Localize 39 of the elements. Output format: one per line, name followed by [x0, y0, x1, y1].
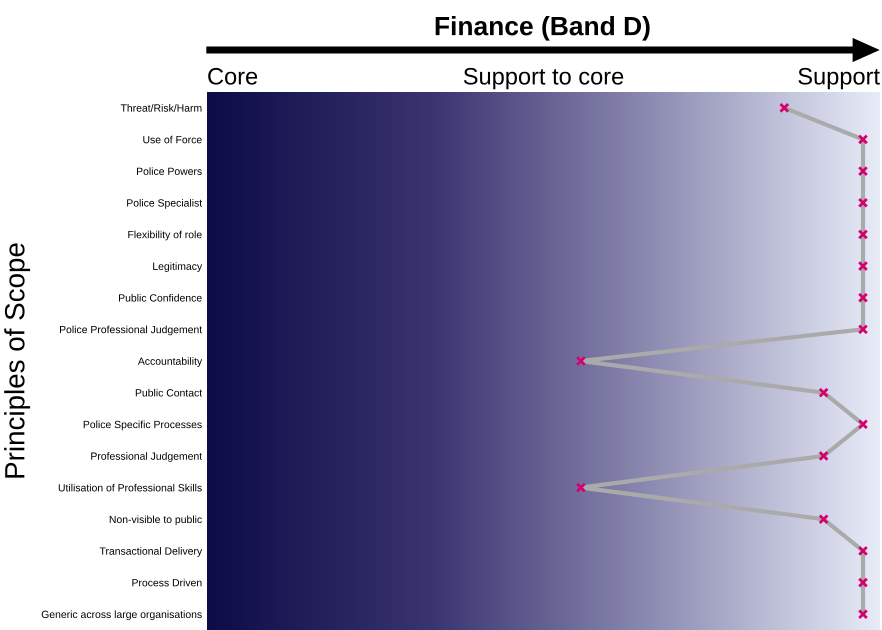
y-tick-label: Police Specialist	[127, 198, 202, 209]
y-axis-title: Principles of Scope	[4, 243, 30, 478]
point	[818, 387, 829, 398]
y-tick-label: Threat/Risk/Harm	[120, 104, 202, 112]
y-tick-label: Police Professional Judgement	[60, 326, 202, 336]
point	[858, 198, 868, 208]
y-tick-label: Legitimacy	[153, 262, 202, 272]
y-tick-label: Transactional Delivery	[100, 547, 202, 557]
chart-title: Finance (Band D)	[436, 16, 650, 41]
point	[779, 102, 790, 114]
y-tick-label: Non-visible to public	[110, 515, 202, 526]
point	[858, 229, 868, 240]
y-tick-label: Professional Judgement	[91, 452, 202, 462]
point	[858, 419, 868, 430]
y-tick-label: Generic across large organisations	[42, 610, 202, 620]
y-tick-label: Process Driven	[132, 578, 202, 586]
text: Core	[208, 68, 258, 85]
point	[818, 450, 829, 462]
y-tick-label: Police Powers	[136, 167, 202, 175]
point	[576, 356, 586, 366]
y-tick-label: Utilisation of Professional Skills	[58, 484, 202, 492]
point	[858, 324, 868, 335]
point	[858, 608, 868, 620]
y-tick-label: Public Confidence	[119, 294, 202, 302]
point	[858, 134, 868, 145]
point	[818, 514, 829, 524]
y-tick-label: Accountability	[138, 357, 202, 367]
text: Support	[798, 68, 880, 90]
point	[858, 546, 868, 556]
point	[858, 292, 868, 303]
text: Support to core	[464, 68, 624, 90]
y-tick-label: Use of Force	[143, 136, 202, 144]
point	[858, 577, 868, 588]
point	[576, 482, 586, 493]
y-tick-label: Flexibility of role	[128, 230, 202, 240]
point	[858, 260, 868, 272]
y-tick-label: Public Contact	[136, 388, 202, 397]
point	[858, 166, 868, 176]
y-tick-label: Police Specific Processes	[84, 420, 202, 430]
